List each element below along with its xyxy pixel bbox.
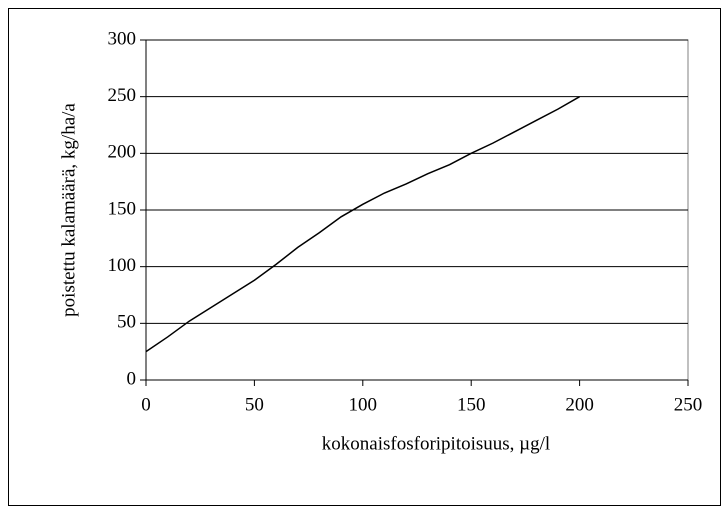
y-tick-label: 200 bbox=[108, 142, 137, 163]
y-tick-label: 300 bbox=[108, 28, 137, 49]
x-tick-label: 100 bbox=[349, 394, 378, 415]
x-tick-label: 150 bbox=[457, 394, 486, 415]
chart-frame bbox=[8, 8, 721, 506]
x-axis-label: kokonaisfosforipitoisuus, µg/l bbox=[322, 433, 550, 454]
y-tick-label: 0 bbox=[127, 368, 137, 389]
x-tick-label: 200 bbox=[565, 394, 594, 415]
x-tick-label: 0 bbox=[141, 394, 151, 415]
data-line bbox=[145, 96, 580, 353]
x-tick-label: 50 bbox=[245, 394, 264, 415]
y-tick-label: 50 bbox=[117, 312, 136, 333]
y-axis-label: poistettu kalamäärä, kg/ha/a bbox=[58, 103, 79, 317]
x-tick-label: 250 bbox=[674, 394, 703, 415]
y-tick-label: 250 bbox=[108, 85, 137, 106]
y-tick-label: 100 bbox=[108, 255, 137, 276]
y-tick-label: 150 bbox=[108, 198, 137, 219]
